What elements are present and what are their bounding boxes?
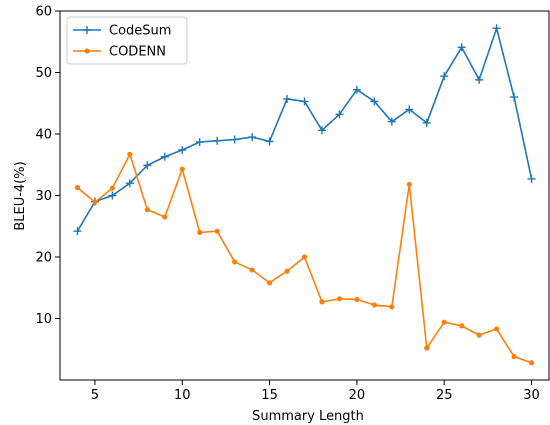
data-point bbox=[178, 145, 187, 154]
y-tick-label: 10 bbox=[35, 312, 52, 327]
data-point bbox=[371, 302, 377, 308]
data-point bbox=[249, 267, 255, 273]
data-point bbox=[284, 268, 290, 274]
data-point bbox=[494, 326, 500, 332]
x-tick-label: 5 bbox=[91, 388, 99, 403]
data-point bbox=[283, 94, 292, 103]
legend-marker bbox=[83, 26, 91, 34]
data-point bbox=[317, 126, 326, 135]
data-point bbox=[370, 97, 379, 106]
legend-entry: CodeSum bbox=[73, 24, 171, 39]
x-axis-label: Summary Length bbox=[252, 409, 364, 424]
data-point bbox=[422, 118, 431, 127]
y-tick-label: 30 bbox=[35, 189, 52, 204]
data-point bbox=[492, 24, 501, 33]
plot-background bbox=[60, 11, 549, 380]
y-tick-label: 20 bbox=[35, 251, 52, 266]
data-point bbox=[266, 280, 273, 286]
data-point bbox=[300, 97, 309, 106]
x-tick-label: 15 bbox=[261, 388, 278, 403]
data-point bbox=[335, 110, 344, 119]
ticks: 5 10 15 20 25 30 10 20 30 40 50 60 bbox=[35, 5, 539, 404]
x-tick-label: 25 bbox=[436, 388, 453, 403]
data-point bbox=[387, 117, 396, 126]
series-codenn bbox=[74, 151, 535, 366]
data-point bbox=[232, 259, 238, 265]
data-point bbox=[527, 174, 536, 183]
legend-entry: CODENN bbox=[73, 45, 166, 60]
legend-box bbox=[66, 16, 188, 65]
plot-area bbox=[60, 11, 549, 380]
data-point bbox=[144, 207, 150, 213]
legend: CodeSum CODENN bbox=[66, 16, 188, 65]
data-point bbox=[160, 152, 169, 161]
data-point bbox=[197, 229, 203, 235]
legend-label: CodeSum bbox=[109, 24, 171, 39]
data-point bbox=[424, 345, 430, 351]
data-point bbox=[405, 105, 414, 114]
data-point bbox=[475, 75, 484, 84]
data-point bbox=[74, 184, 81, 191]
legend-label: CODENN bbox=[109, 45, 166, 60]
series-layer bbox=[73, 24, 536, 366]
data-point bbox=[301, 254, 308, 260]
data-point bbox=[214, 228, 220, 234]
data-point bbox=[73, 227, 82, 236]
data-point bbox=[459, 323, 465, 329]
data-point bbox=[319, 299, 325, 305]
data-point bbox=[528, 360, 535, 366]
y-tick-label: 50 bbox=[35, 66, 52, 81]
data-point bbox=[440, 72, 449, 81]
legend-marker bbox=[84, 48, 90, 54]
data-point bbox=[143, 161, 152, 170]
data-point bbox=[406, 181, 412, 188]
data-point bbox=[213, 136, 222, 145]
data-point bbox=[248, 133, 257, 142]
data-point bbox=[476, 332, 482, 338]
data-point bbox=[511, 354, 517, 360]
data-point bbox=[457, 43, 466, 52]
x-tick-label: 30 bbox=[523, 388, 540, 403]
data-point bbox=[162, 214, 168, 220]
data-point bbox=[336, 296, 343, 302]
data-point bbox=[127, 151, 133, 157]
data-point bbox=[441, 319, 447, 325]
data-point bbox=[92, 199, 98, 205]
data-point bbox=[109, 185, 115, 191]
data-point bbox=[510, 93, 519, 102]
data-point bbox=[179, 166, 185, 172]
data-point bbox=[389, 304, 395, 310]
data-point bbox=[230, 135, 239, 144]
data-point bbox=[265, 137, 274, 146]
x-tick-label: 20 bbox=[349, 388, 366, 403]
y-tick-label: 60 bbox=[35, 5, 52, 20]
y-axis-label: BLEU-4(%) bbox=[13, 161, 28, 230]
data-point bbox=[352, 85, 361, 94]
data-point bbox=[354, 296, 360, 303]
y-tick-label: 40 bbox=[35, 128, 52, 143]
series-codesum bbox=[73, 24, 536, 236]
data-point bbox=[108, 191, 117, 200]
x-tick-label: 10 bbox=[174, 388, 191, 403]
data-point bbox=[195, 138, 204, 146]
data-point bbox=[125, 179, 134, 188]
